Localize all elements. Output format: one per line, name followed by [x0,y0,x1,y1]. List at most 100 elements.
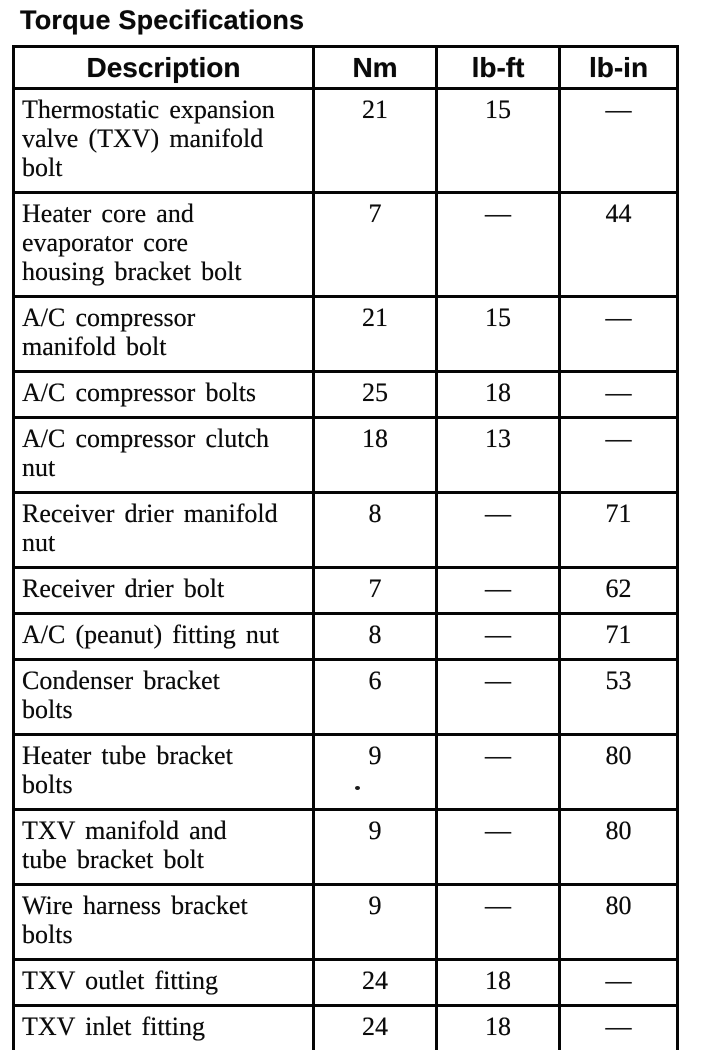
description-line: nut [22,528,56,557]
table-row: Condenser bracket bolts 6 — 53 [12,658,679,736]
cell-lb-ft: 18 [435,1004,561,1050]
table-row: Heater core and evaporator core housing br… [12,191,679,298]
description-line: Thermostatic expansion [22,95,275,124]
table-row: Wire harness bracket bolts 9 — 80 [12,883,679,961]
cell-description: A/C compressor bolts [12,370,315,419]
cell-nm: 21 [312,87,438,194]
table-row: TXV inlet fitting 24 18 — [12,1004,679,1050]
description-line: bolt [22,153,63,182]
cell-description: A/C (peanut) fitting nut [12,612,315,661]
description-line: bolts [22,920,73,949]
table-row: TXV manifold and tube bracket bolt 9 — 80 [12,808,679,886]
description-line: TXV inlet fitting [22,1012,206,1041]
table-row: Receiver drier bolt 7 — 62 [12,566,679,615]
table-row: A/C compressor clutch nut 18 13 — [12,416,679,494]
cell-lb-in: 71 [558,612,679,661]
cell-description: Wire harness bracket bolts [12,883,315,961]
description-line: housing bracket bolt [22,257,242,286]
description-line: nut [22,453,56,482]
cell-description: A/C compressor clutch nut [12,416,315,494]
description-line: Heater core and [22,199,194,228]
cell-lb-ft: — [435,733,561,811]
header-row: Description Nm lb-ft lb-in [12,45,679,90]
description-line: Wire harness bracket [22,891,248,920]
table-body: Thermostatic expansion valve (TXV) manifo… [12,87,679,1050]
cell-nm: 9 [312,883,438,961]
cell-description: TXV inlet fitting [12,1004,315,1050]
cell-description: TXV outlet fitting [12,958,315,1007]
page-title: Torque Specifications [20,5,305,35]
table-row: Thermostatic expansion valve (TXV) manifo… [12,87,679,194]
cell-lb-in: 53 [558,658,679,736]
cell-lb-ft: — [435,566,561,615]
cell-nm: 7 [312,191,438,298]
cell-nm: 6 [312,658,438,736]
description-line: evaporator core [22,228,189,257]
cell-description: Receiver drier bolt [12,566,315,615]
column-header-description: Description [12,45,315,90]
table-row: A/C (peanut) fitting nut 8 — 71 [12,612,679,661]
cell-description: Condenser bracket bolts [12,658,315,736]
column-header-lb-ft: lb-ft [435,45,561,90]
table-row: A/C compressor manifold bolt 21 15 — [12,295,679,373]
cell-nm: 18 [312,416,438,494]
column-header-lb-in: lb-in [558,45,679,90]
cell-lb-ft: 18 [435,370,561,419]
cell-lb-in: — [558,958,679,1007]
cell-lb-in: 80 [558,733,679,811]
cell-lb-in: — [558,87,679,194]
description-line: bolts [22,695,73,724]
table-row: Heater tube bracket bolts 9 — 80 [12,733,679,811]
cell-lb-ft: 13 [435,416,561,494]
cell-lb-ft: — [435,612,561,661]
cell-lb-in: 80 [558,808,679,886]
cell-lb-ft: 15 [435,295,561,373]
description-line: A/C compressor [22,303,196,332]
table-row: TXV outlet fitting 24 18 — [12,958,679,1007]
cell-lb-ft: 18 [435,958,561,1007]
cell-nm: 8 [312,612,438,661]
cell-nm: 9 [312,808,438,886]
description-line: Receiver drier manifold [22,499,278,528]
cell-nm: 25 [312,370,438,419]
cell-lb-ft: — [435,658,561,736]
cell-lb-ft: 15 [435,87,561,194]
cell-lb-ft: — [435,808,561,886]
cell-lb-in: — [558,370,679,419]
description-line: tube bracket bolt [22,845,204,874]
description-line: manifold bolt [22,332,167,361]
cell-lb-in: — [558,1004,679,1050]
description-line: TXV manifold and [22,816,227,845]
scan-speck [355,786,360,790]
description-line: Heater tube bracket [22,741,233,770]
description-line: valve (TXV) manifold [22,124,264,153]
cell-description: A/C compressor manifold bolt [12,295,315,373]
cell-nm: 24 [312,1004,438,1050]
cell-description: Heater core and evaporator core housing br… [12,191,315,298]
description-line: A/C (peanut) fitting nut [22,620,280,649]
column-header-nm: Nm [312,45,438,90]
description-line: TXV outlet fitting [22,966,219,995]
table-row: Receiver drier manifold nut 8 — 71 [12,491,679,569]
cell-description: Receiver drier manifold nut [12,491,315,569]
cell-lb-in: — [558,416,679,494]
description-line: A/C compressor bolts [22,378,257,407]
description-line: Condenser bracket [22,666,220,695]
torque-spec-table: Description Nm lb-ft lb-in Thermostatic … [12,45,679,1050]
table-row: A/C compressor bolts 25 18 — [12,370,679,419]
cell-lb-in: 71 [558,491,679,569]
cell-nm: 9 [312,733,438,811]
cell-lb-ft: — [435,883,561,961]
cell-description: Thermostatic expansion valve (TXV) manifo… [12,87,315,194]
cell-nm: 7 [312,566,438,615]
description-line: Receiver drier bolt [22,574,225,603]
cell-nm: 21 [312,295,438,373]
description-line: A/C compressor clutch [22,424,270,453]
cell-nm: 8 [312,491,438,569]
description-line: bolts [22,770,73,799]
cell-lb-ft: — [435,491,561,569]
cell-description: TXV manifold and tube bracket bolt [12,808,315,886]
cell-nm: 24 [312,958,438,1007]
cell-lb-ft: — [435,191,561,298]
